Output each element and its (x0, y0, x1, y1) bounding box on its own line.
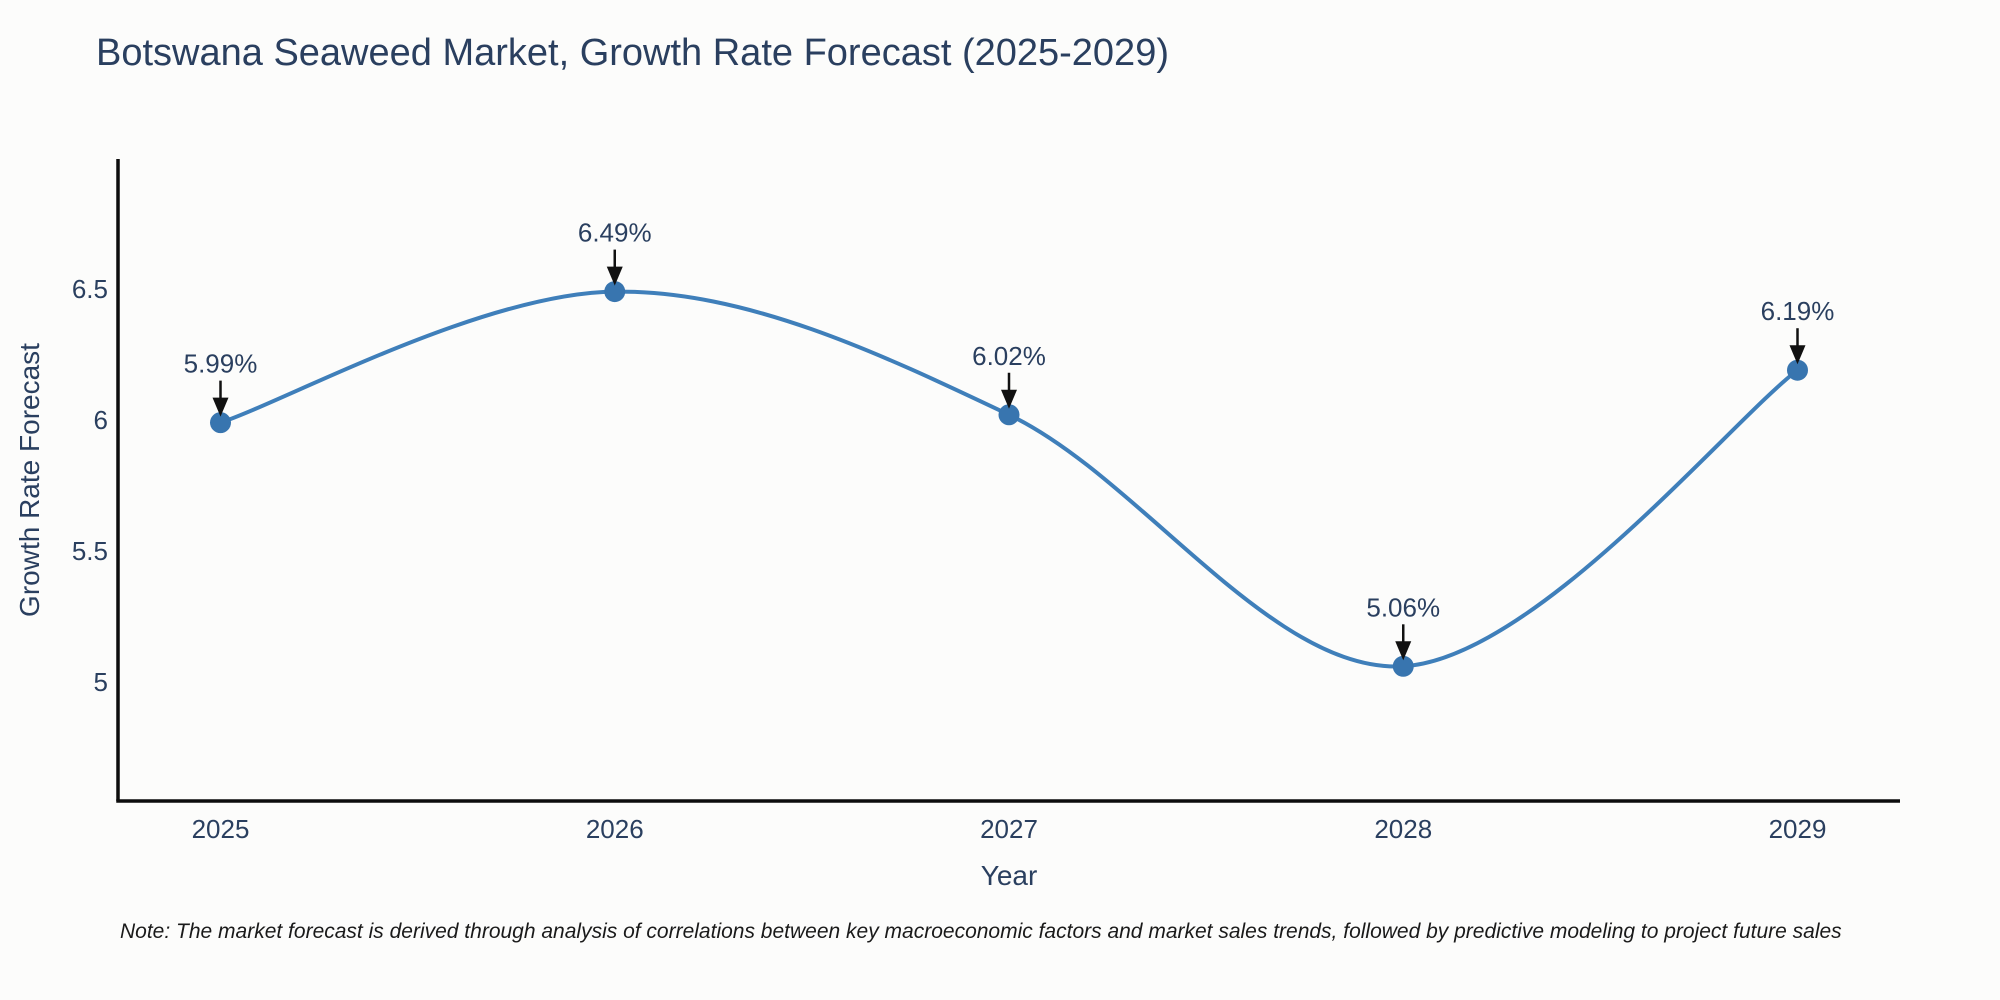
data-point-marker (604, 281, 626, 303)
point-annotation-label: 6.02% (972, 341, 1046, 371)
x-tick-label: 2028 (1374, 814, 1432, 844)
forecast-line (218, 289, 1800, 669)
x-axis-title: Year (980, 860, 1038, 891)
point-annotation-label: 5.06% (1366, 592, 1440, 622)
x-tick-label: 2025 (192, 814, 250, 844)
data-point-marker (1392, 655, 1414, 677)
x-tick-label: 2026 (586, 814, 644, 844)
x-tick-label: 2027 (980, 814, 1038, 844)
annotation-arrow-head (1001, 389, 1017, 409)
annotation-arrow-head (1789, 345, 1806, 365)
data-point-marker (998, 404, 1020, 426)
annotation-arrow-head (1395, 641, 1412, 661)
x-tick-label: 2029 (1769, 814, 1827, 844)
point-annotation-label: 5.99% (184, 349, 258, 379)
footnote: Note: The market forecast is derived thr… (120, 920, 1842, 943)
y-tick-label: 6.5 (72, 274, 108, 304)
point-annotation-label: 6.49% (578, 218, 652, 248)
point-annotation-label: 6.19% (1761, 296, 1835, 326)
data-point-marker (210, 412, 232, 434)
y-tick-label: 6 (94, 405, 108, 435)
annotation-arrow-head (606, 266, 623, 286)
y-tick-label: 5.5 (72, 536, 108, 566)
annotation-arrow-head (212, 397, 229, 417)
chart-title: Botswana Seaweed Market, Growth Rate For… (96, 32, 1169, 74)
data-point-marker (1786, 359, 1808, 381)
y-tick-label: 5 (94, 667, 108, 697)
